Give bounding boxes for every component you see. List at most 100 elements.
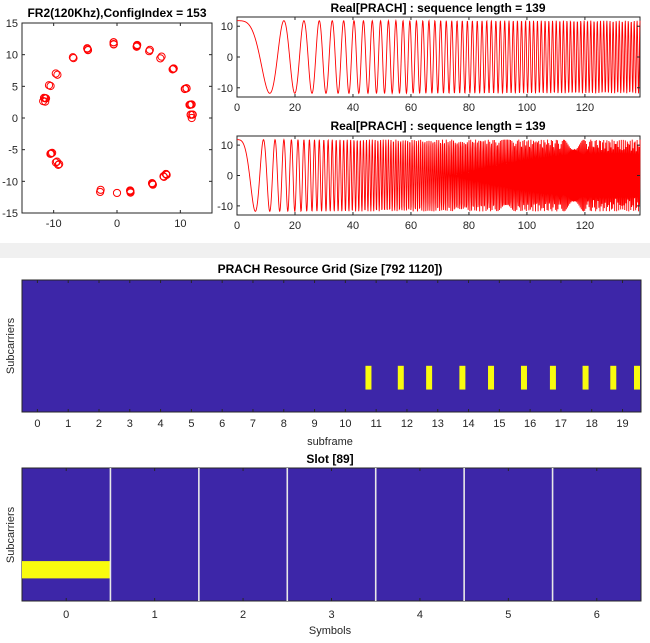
x-tick-label: 14 xyxy=(462,418,474,430)
constellation-x-ticks: -10 0 10 xyxy=(46,23,186,230)
slot-grid-prach-region xyxy=(22,561,111,579)
x-tick-label: 6 xyxy=(219,418,225,430)
x-tick-label: 0 xyxy=(34,418,40,430)
constellation-point xyxy=(168,65,177,74)
x-tick-label: 80 xyxy=(463,102,475,114)
x-tick-label: 0 xyxy=(234,102,240,114)
resource-grid-x-ticks: 0 1 2 3 4 5 6 7 8 9 10 11 12 13 14 15 16 17 18 19 xyxy=(34,280,629,430)
time-plot-1-title: Real[PRACH] : sequence length = 139 xyxy=(330,1,545,15)
x-tick-label: 80 xyxy=(463,220,475,232)
x-tick-label: 4 xyxy=(417,609,423,621)
slot-grid-axes: Slot [89] 0 1 2 3 4 5 6 Symbols Subcarriers xyxy=(5,452,642,637)
constellation-point xyxy=(109,38,118,47)
x-tick-label: 10 xyxy=(174,218,186,230)
x-tick-label: 8 xyxy=(281,418,287,430)
y-tick-label: -10 xyxy=(217,83,233,95)
y-tick-label: -5 xyxy=(8,145,18,157)
x-tick-label: 17 xyxy=(555,418,567,430)
prach-occasion-bar xyxy=(610,365,617,390)
constellation-axes: -10 0 10 15 10 5 0 -5 -10 -15 FR2(120Khz),Config… xyxy=(2,6,213,230)
prach-occasion-bar xyxy=(520,365,527,390)
x-tick-label: 11 xyxy=(370,418,381,430)
y-tick-label: 5 xyxy=(12,81,18,93)
x-tick-label: 19 xyxy=(616,418,628,430)
x-tick-label: 1 xyxy=(65,418,71,430)
x-tick-label: 120 xyxy=(576,220,594,232)
y-tick-label: 10 xyxy=(221,21,233,33)
constellation-point xyxy=(182,84,191,93)
constellation-y-ticks: 15 10 5 0 -5 -10 -15 xyxy=(2,18,212,220)
x-tick-label: 40 xyxy=(347,102,359,114)
x-tick-label: 0 xyxy=(114,218,120,230)
prach-occasion-bar xyxy=(397,365,404,390)
slot-grid-title: Slot [89] xyxy=(306,452,353,466)
constellation-point xyxy=(53,70,62,79)
resource-grid-axes: PRACH Resource Grid (Size [792 1120]) 0 1… xyxy=(5,262,642,448)
figure-separator xyxy=(0,243,650,258)
slot-grid-x-ticks: 0 1 2 3 4 5 6 xyxy=(63,468,600,621)
x-tick-label: 60 xyxy=(405,102,417,114)
resource-grid-prach-occasions xyxy=(365,365,640,390)
time-plot-2-title: Real[PRACH] : sequence length = 139 xyxy=(330,119,545,133)
time-plot-1-series-line xyxy=(237,18,641,95)
x-tick-label: 7 xyxy=(250,418,256,430)
bottom-figure: PRACH Resource Grid (Size [792 1120]) 0 1… xyxy=(0,258,650,638)
constellation-point xyxy=(156,54,165,63)
slot-grid-x-label: Symbols xyxy=(309,625,352,637)
constellation-point xyxy=(96,187,105,197)
top-figure: -10 0 10 15 10 5 0 -5 -10 -15 FR2(120Khz),Config… xyxy=(0,0,650,243)
prach-occasion-bar xyxy=(634,365,640,390)
time-plot-2-series-line xyxy=(237,138,641,213)
constellation-point xyxy=(41,94,51,103)
y-tick-label: -10 xyxy=(217,201,233,213)
time-plot-2-axes: 0 20 40 60 80 100 120 100-10 Real[PRACH] : seq… xyxy=(217,119,641,232)
prach-occasion-bar xyxy=(582,365,589,390)
slot-grid-y-label: Subcarriers xyxy=(5,506,17,563)
time-plot-2-y-ticks: 10 0 -10 xyxy=(217,140,640,213)
x-tick-label: 6 xyxy=(594,609,600,621)
x-tick-label: 100 xyxy=(518,220,536,232)
x-tick-label: -10 xyxy=(46,218,62,230)
x-tick-label: 16 xyxy=(524,418,536,430)
constellation-point xyxy=(147,179,157,188)
slot-grid-symbol-boundaries xyxy=(109,468,554,601)
resource-grid-plot-box xyxy=(21,279,642,413)
x-tick-label: 2 xyxy=(240,609,246,621)
y-tick-label: 0 xyxy=(227,171,233,183)
y-tick-label: 15 xyxy=(6,18,18,30)
prach-occasion-bar xyxy=(549,365,556,390)
time-plot-1-y-ticks: 10 0 -10 xyxy=(217,21,640,95)
x-tick-label: 40 xyxy=(347,220,359,232)
x-tick-label: 4 xyxy=(158,418,164,430)
x-tick-label: 120 xyxy=(576,102,594,114)
x-tick-label: 60 xyxy=(405,220,417,232)
x-tick-label: 1 xyxy=(152,609,158,621)
constellation-point xyxy=(69,54,78,63)
constellation-point xyxy=(47,149,56,158)
constellation-point xyxy=(132,41,142,50)
time-plot-1-x-ticks: 0 20 40 60 80 100 120 xyxy=(234,17,594,114)
constellation-point xyxy=(55,160,64,169)
constellation-title: FR2(120Khz),ConfigIndex = 153 xyxy=(27,6,206,20)
x-tick-label: 13 xyxy=(432,418,444,430)
constellation-point xyxy=(52,157,62,166)
x-tick-label: 15 xyxy=(493,418,505,430)
time-plot-1-axes: 0 20 40 60 80 100 120 100-10 Real[PRACH] : seq… xyxy=(217,1,641,114)
x-tick-label: 20 xyxy=(289,220,301,232)
x-tick-label: 3 xyxy=(328,609,334,621)
constellation-points xyxy=(39,38,197,198)
constellation-point xyxy=(112,188,122,198)
x-tick-label: 10 xyxy=(339,418,351,430)
x-tick-label: 0 xyxy=(234,220,240,232)
y-tick-label: 0 xyxy=(227,52,233,64)
y-tick-label: -15 xyxy=(2,208,18,220)
constellation-point xyxy=(186,110,195,119)
bottom-figure-svg: PRACH Resource Grid (Size [792 1120]) 0 1… xyxy=(5,262,642,637)
constellation-point xyxy=(159,172,168,181)
constellation-point xyxy=(126,186,135,195)
resource-grid-title: PRACH Resource Grid (Size [792 1120]) xyxy=(218,262,443,276)
x-tick-label: 18 xyxy=(586,418,598,430)
y-tick-label: 10 xyxy=(6,50,18,62)
constellation-point xyxy=(161,169,171,179)
